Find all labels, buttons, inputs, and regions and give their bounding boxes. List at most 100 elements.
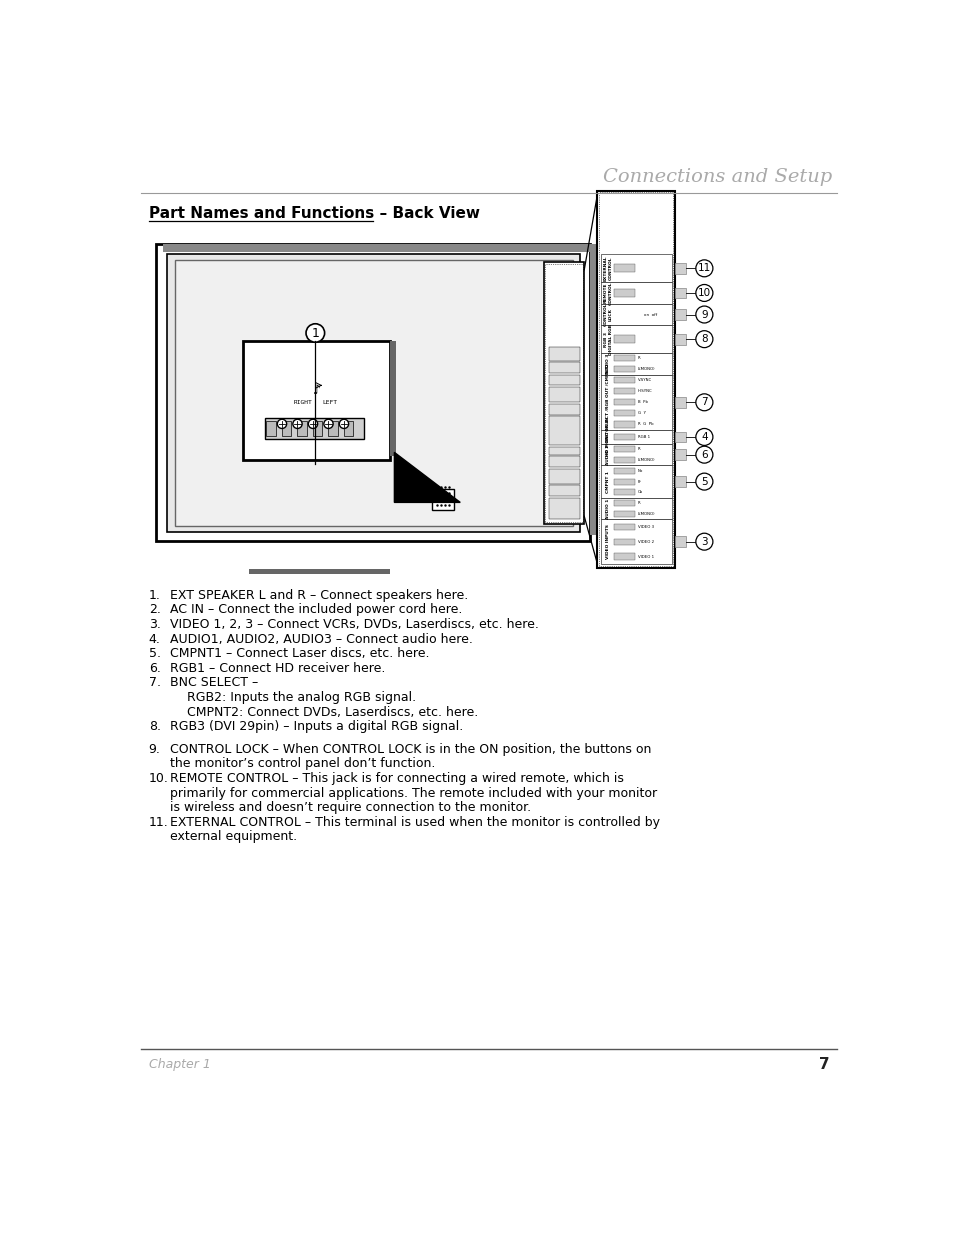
Text: AUDIO 3: AUDIO 3 [606,353,610,374]
Text: Cb: Cb [637,490,642,494]
Bar [614,410,634,416]
Bar [614,366,634,372]
Text: CONTROL
LOCK: CONTROL LOCK [603,303,612,326]
Bar [614,538,634,545]
Text: 5: 5 [700,477,707,487]
Circle shape [695,446,712,463]
Bar [614,433,634,440]
Bar [614,500,634,506]
Circle shape [695,331,712,347]
Text: 1: 1 [311,326,319,340]
Text: primarily for commercial applications. The remote included with your monitor: primarily for commercial applications. T… [170,787,656,799]
Bar [599,353,671,374]
Text: AUDIO1, AUDIO2, AUDIO3 – Connect audio here.: AUDIO1, AUDIO2, AUDIO3 – Connect audio h… [170,632,472,646]
Bar [265,417,364,440]
Text: EXTERNAL CONTROL – This terminal is used when the monitor is controlled by: EXTERNAL CONTROL – This terminal is used… [170,816,659,829]
Text: R: R [637,357,639,361]
Bar [548,485,579,496]
Text: AC IN – Connect the included power cord here.: AC IN – Connect the included power cord … [170,603,461,616]
Circle shape [339,419,348,429]
Text: 10.: 10. [149,772,169,785]
Bar [548,468,579,484]
Text: VIDEO INPUTS: VIDEO INPUTS [606,524,610,559]
Text: CMPNT1 – Connect Laser discs, etc. here.: CMPNT1 – Connect Laser discs, etc. here. [170,647,429,661]
Bar [548,387,579,403]
Bar [266,421,275,436]
Text: RGB 3
DIGITAL RGB: RGB 3 DIGITAL RGB [603,324,612,354]
Text: 8.: 8. [149,720,160,734]
Text: external equipment.: external equipment. [170,830,296,844]
Bar [548,416,579,446]
Bar [249,568,390,574]
Bar [390,341,395,456]
Bar [599,466,671,498]
Bar [297,421,307,436]
Text: BNC SELECT –: BNC SELECT – [170,677,257,689]
Text: RGB3 (DVI 29pin) – Inputs a digital RGB signal.: RGB3 (DVI 29pin) – Inputs a digital RGB … [170,720,462,734]
Text: VIDEO 2: VIDEO 2 [637,540,653,543]
Text: Connections and Setup: Connections and Setup [602,168,831,186]
Bar [674,536,685,547]
Text: on  off: on off [643,312,657,316]
Circle shape [695,284,712,301]
Text: AUDIO 2: AUDIO 2 [606,445,610,464]
Bar [614,511,634,517]
Bar [614,446,634,452]
Bar [548,447,579,454]
Bar [614,524,634,530]
Bar [432,489,454,510]
Text: 6: 6 [700,450,707,459]
Circle shape [695,473,712,490]
Text: R: R [637,501,639,505]
Text: REMOTE
CONTROL: REMOTE CONTROL [603,282,612,305]
Text: H-SYNC: H-SYNC [637,389,652,393]
Text: is wireless and doesn’t require connection to the monitor.: is wireless and doesn’t require connecti… [170,802,530,814]
Circle shape [695,306,712,324]
Bar [243,341,390,461]
Text: Part Names and Functions – Back View: Part Names and Functions – Back View [149,206,479,221]
Text: 4.: 4. [149,632,160,646]
Text: 8: 8 [700,335,707,345]
Bar [599,374,671,430]
Text: REMOTE CONTROL – This jack is for connecting a wired remote, which is: REMOTE CONTROL – This jack is for connec… [170,772,623,785]
Bar [674,288,685,299]
Text: Chapter 1: Chapter 1 [149,1058,211,1071]
Text: 7: 7 [700,398,707,408]
Circle shape [695,534,712,550]
Text: ♪: ♪ [313,384,320,398]
Polygon shape [394,452,459,503]
Bar [614,489,634,495]
Text: L(MONO): L(MONO) [637,458,655,462]
Text: 6.: 6. [149,662,160,674]
Bar [674,396,685,408]
Circle shape [293,419,302,429]
Circle shape [277,419,286,429]
Circle shape [695,259,712,277]
Text: CMPNT 1: CMPNT 1 [606,471,610,493]
Circle shape [695,429,712,446]
Bar [674,263,685,274]
Bar [282,421,291,436]
Bar [614,399,634,405]
Text: VIDEO 1, 2, 3 – Connect VCRs, DVDs, Laserdiscs, etc. here.: VIDEO 1, 2, 3 – Connect VCRs, DVDs, Lase… [170,618,537,631]
Bar [614,468,634,474]
Text: RIGHT: RIGHT [294,400,312,405]
Text: RGB1 – Connect HD receiver here.: RGB1 – Connect HD receiver here. [170,662,385,674]
Text: L(MONO): L(MONO) [637,513,655,516]
Bar [599,304,671,325]
Text: B  Pb: B Pb [637,400,647,404]
Text: 9.: 9. [149,742,160,756]
Bar [548,404,579,415]
Bar [599,520,671,564]
Text: L(MONO): L(MONO) [637,367,655,372]
Bar [156,245,590,541]
Bar [599,325,671,353]
Circle shape [323,419,333,429]
Text: G  Y: G Y [637,411,645,415]
Bar [614,289,634,296]
Bar [344,421,353,436]
Text: CMPNT2: Connect DVDs, Laserdiscs, etc. here.: CMPNT2: Connect DVDs, Laserdiscs, etc. h… [187,705,478,719]
Bar [167,253,579,531]
Bar [598,193,673,567]
Text: 9: 9 [700,310,707,320]
